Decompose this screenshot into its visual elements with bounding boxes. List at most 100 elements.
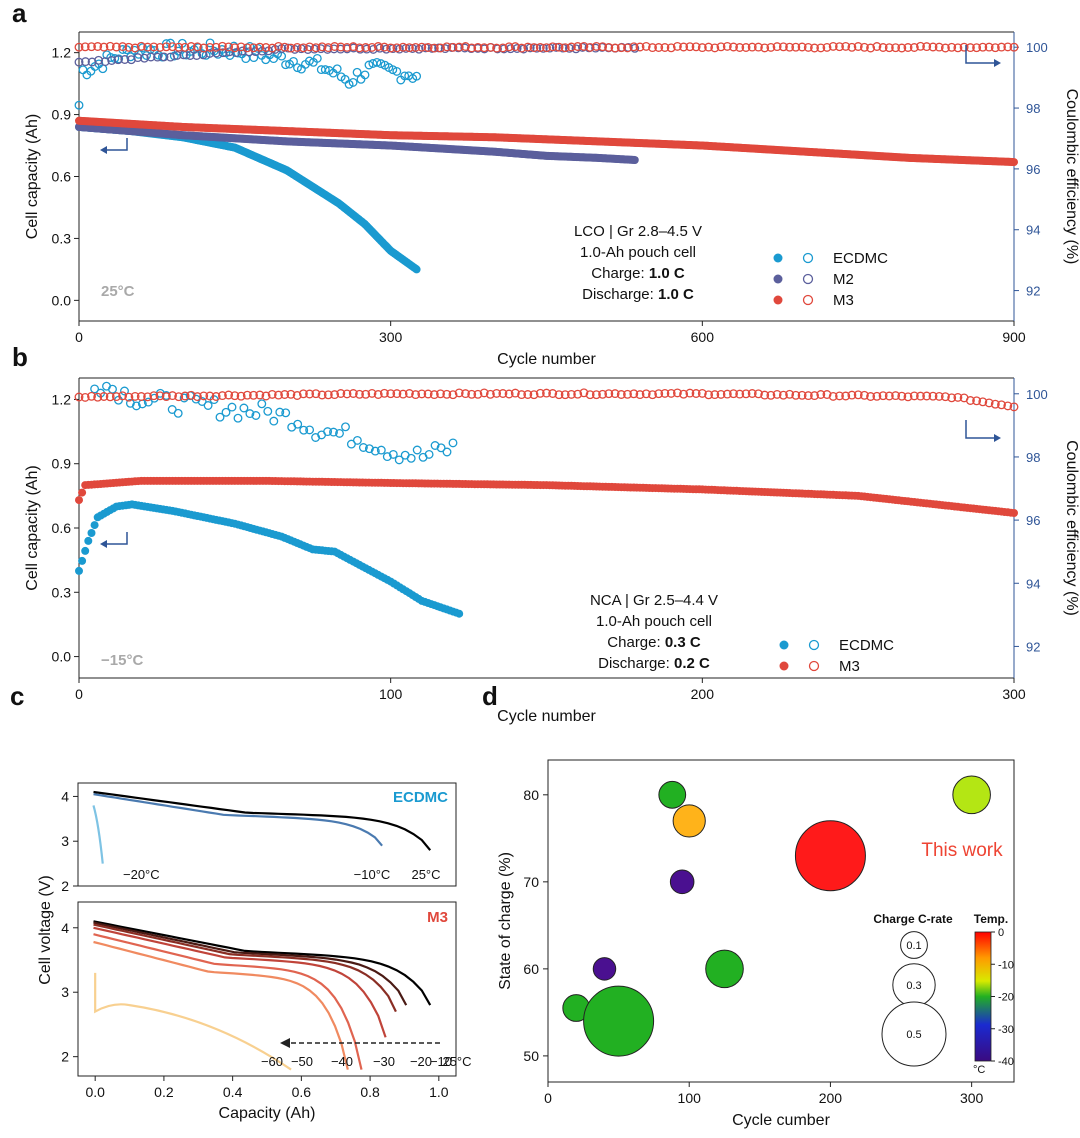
ce-point-ecdmc: [430, 441, 440, 450]
y-tick-label: 2: [61, 1049, 69, 1065]
y-tick-label: 70: [523, 874, 539, 890]
size-legend-value: 0.1: [906, 940, 921, 952]
capacity-point-m3: [78, 488, 87, 497]
ce-point-m3: [654, 389, 664, 399]
x-axis-label: Cycle number: [497, 708, 596, 725]
temp-sequence-label: −40: [331, 1054, 353, 1069]
ce-point-m3: [286, 389, 296, 399]
ce-point-m3: [716, 42, 726, 52]
y-tick-label: 3: [61, 833, 69, 849]
ce-point-m3: [454, 42, 464, 52]
ce-point-m3: [523, 390, 533, 399]
ce-point-m3: [560, 43, 570, 53]
ce-point-m3: [753, 42, 763, 52]
ce-point-m3: [143, 42, 153, 52]
temp-sequence-label: −30: [373, 1054, 395, 1069]
ce-point-m3: [498, 43, 508, 53]
ce-point-m3: [878, 391, 888, 401]
ce-point-ecdmc: [312, 53, 322, 63]
x-tick-label: 300: [960, 1090, 984, 1106]
ce-point-ecdmc: [332, 64, 342, 74]
ce-point-m3: [922, 42, 932, 52]
ce-point-m2: [94, 55, 104, 65]
ce-point-m2: [205, 48, 215, 58]
y-tick-label: 50: [523, 1048, 539, 1064]
ce-point-m3: [972, 43, 982, 53]
ce-point-m3: [853, 42, 863, 51]
info-text: Discharge:: [582, 286, 658, 303]
ce-point-m2: [231, 48, 241, 58]
ce-point-m2: [166, 52, 175, 62]
ce-point-m3: [797, 42, 807, 52]
bubble-0: [658, 780, 687, 809]
info-text: NCA | Gr 2.5–4.4 V: [590, 592, 718, 609]
ce-point-m3: [741, 389, 751, 399]
y-axis-label: State of charge (%): [497, 852, 514, 990]
ce-point-ecdmc: [197, 397, 207, 406]
ce-point-m3: [317, 390, 327, 400]
right-axis-arrow: [965, 420, 994, 439]
ce-point-m3: [965, 396, 975, 405]
ce-point-m3: [579, 41, 589, 51]
ce-point-ecdmc: [281, 408, 291, 418]
ce-point-m3: [766, 390, 776, 400]
ce-point-ecdmc: [372, 57, 382, 67]
y2-tick-label: 96: [1026, 513, 1040, 528]
ce-point-m2: [218, 48, 228, 58]
ce-point-m3: [280, 42, 290, 52]
ce-point-m3: [760, 43, 770, 53]
ce-point-m3: [947, 393, 957, 403]
ce-point-m3: [641, 41, 651, 51]
ce-point-m3: [161, 42, 171, 52]
y-tick-label: 1.2: [52, 45, 72, 61]
capacity-point-m2: [630, 156, 639, 164]
capacity-point-ecdmc: [84, 536, 93, 545]
bubble-2: [794, 820, 866, 892]
ce-point-m3: [105, 392, 115, 402]
y-tick-label: 0.0: [52, 649, 72, 665]
ce-point-m3: [504, 389, 514, 399]
size-legend-value: 0.3: [906, 980, 921, 992]
ce-point-m3: [629, 389, 639, 399]
ce-point-m3: [510, 388, 520, 398]
ce-point-m3: [155, 391, 165, 401]
ce-point-m3: [822, 42, 832, 52]
ce-point-m3: [978, 42, 988, 52]
ce-point-m3: [361, 389, 371, 399]
ce-point-m3: [373, 42, 383, 51]
ce-point-m3: [841, 41, 851, 51]
ce-point-m3: [517, 43, 527, 53]
ce-point-m3: [492, 43, 502, 53]
x-axis-label: Cycle number: [497, 351, 596, 368]
colorbar: [974, 931, 992, 1062]
ce-point-m3: [816, 43, 826, 53]
ce-point-m3: [884, 43, 894, 53]
lower-frame: [77, 901, 457, 1077]
ce-point-m2: [309, 44, 319, 54]
ce-point-m3: [105, 41, 115, 51]
ce-point-m3: [841, 391, 851, 401]
ce-point-m3: [697, 43, 707, 53]
ce-point-ecdmc: [143, 397, 153, 407]
ce-point-m3: [916, 391, 925, 401]
ce-point-m3: [741, 43, 751, 52]
left-axis-arrow: [107, 532, 128, 545]
x-tick-label: 0: [75, 329, 83, 345]
ce-point-m3: [791, 390, 801, 400]
ce-point-ecdmc: [257, 399, 267, 409]
info-text: 1.0-Ah pouch cell: [580, 244, 696, 261]
ce-point-m3: [186, 42, 196, 51]
ce-point-m3: [772, 42, 782, 52]
temperature-arrow-head: [280, 1038, 290, 1048]
ce-point-m3: [386, 43, 396, 53]
ce-point-m3: [442, 389, 452, 399]
left-axis-arrow: [107, 138, 128, 151]
ce-point-ecdmc: [281, 60, 291, 70]
ce-point-ecdmc: [341, 422, 350, 432]
bubble-5: [705, 949, 744, 989]
ce-point-ecdmc: [376, 59, 386, 69]
capacity-point-ecdmc: [78, 556, 87, 565]
info-text: LCO | Gr 2.8–4.5 V: [574, 223, 702, 240]
ce-point-m3: [99, 392, 109, 401]
ce-point-m3: [654, 43, 664, 52]
